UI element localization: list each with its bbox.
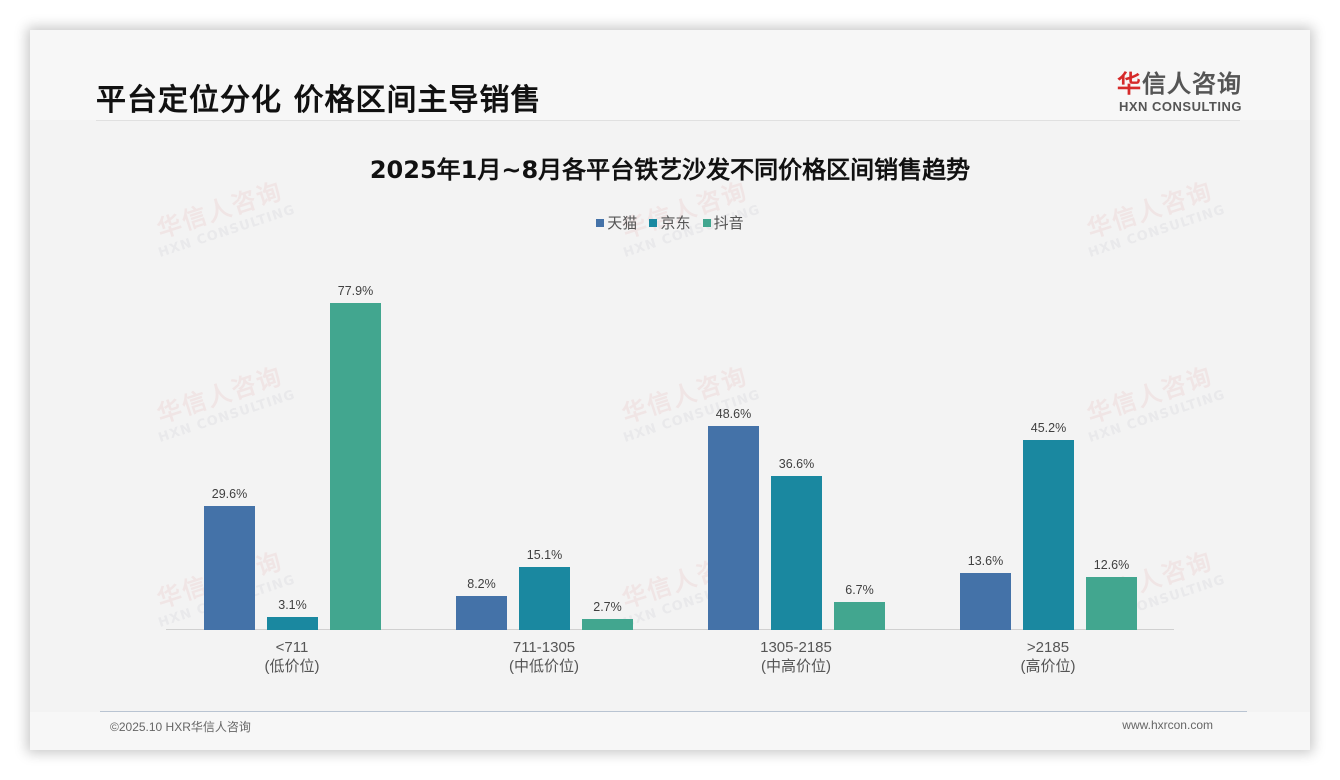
legend-swatch-icon	[649, 218, 658, 227]
bar-group: 29.6% 3.1% 77.9%	[166, 270, 418, 630]
category-tier: (中低价位)	[509, 658, 579, 675]
legend-swatch-icon	[702, 218, 711, 227]
chart-title: 2025年1月~8月各平台铁艺沙发不同价格区间销售趋势	[369, 156, 971, 184]
bar-tmall[interactable]	[708, 425, 759, 630]
x-axis-category-label: <711 (低价位)	[166, 638, 418, 676]
footer-band	[30, 712, 1310, 750]
logo-cn: 华信人咨询	[1112, 64, 1242, 99]
legend-label: 京东	[660, 215, 691, 232]
bar-jd[interactable]	[519, 566, 570, 630]
footer-divider	[100, 711, 1247, 712]
category-tier: (高价位)	[1020, 658, 1076, 675]
bar-value-label: 13.6%	[967, 553, 1004, 568]
x-axis-category-label: >2185 (高价位)	[922, 638, 1174, 676]
category-range: >2185	[1026, 639, 1070, 656]
footer-website: www.hxrcon.com	[1122, 718, 1213, 732]
title-divider	[96, 120, 1240, 121]
legend-swatch-icon	[596, 218, 605, 227]
bar-value-label: 45.2%	[1030, 421, 1067, 436]
bar-jd[interactable]	[771, 476, 822, 630]
company-logo: 华信人咨询 HXN CONSULTING	[1112, 64, 1242, 114]
bar-value-label: 77.9%	[337, 283, 374, 298]
bar-group: 13.6% 45.2% 12.6%	[922, 270, 1174, 630]
bar-group: 8.2% 15.1% 2.7%	[418, 270, 670, 630]
logo-cn-red: 华	[1117, 70, 1142, 98]
legend-label: 抖音	[713, 215, 744, 232]
bar-value-label: 3.1%	[278, 597, 307, 612]
header-band	[30, 30, 1310, 120]
bar-chart-plot: 29.6% 3.1% 77.9% 8.2% 15.1% 2.7% 48.6% 36.6% 6.7…	[166, 270, 1174, 630]
bar-tmall[interactable]	[204, 505, 255, 630]
bar-value-label: 48.6%	[715, 406, 752, 421]
bar-douyin[interactable]	[834, 601, 885, 630]
bar-jd[interactable]	[267, 616, 318, 630]
bar-value-label: 8.2%	[467, 576, 496, 591]
bar-tmall[interactable]	[960, 572, 1011, 630]
bar-value-label: 29.6%	[211, 486, 248, 501]
logo-en: HXN CONSULTING	[1118, 99, 1242, 114]
bar-douyin[interactable]	[330, 302, 381, 630]
footer-copyright: ©2025.10 HXR华信人咨询	[110, 720, 251, 734]
chart-legend: 天猫 京东 抖音	[30, 212, 1310, 233]
x-axis-category-label: 1305-2185 (中高价位)	[670, 638, 922, 676]
bar-douyin[interactable]	[1086, 577, 1137, 630]
x-axis-line	[166, 629, 1174, 630]
slide: 平台定位分化 价格区间主导销售 华信人咨询 HXN CONSULTING 华信人…	[30, 30, 1310, 750]
category-tier: (中高价位)	[761, 658, 831, 675]
bar-value-label: 12.6%	[1093, 558, 1130, 573]
legend-item-tmall[interactable]: 天猫	[596, 212, 637, 233]
category-range: 711-1305	[512, 639, 576, 656]
bar-tmall[interactable]	[456, 595, 507, 630]
category-range: 1305-2185	[760, 639, 832, 656]
page-title: 平台定位分化 价格区间主导销售	[96, 83, 542, 118]
bar-value-label: 6.7%	[845, 582, 874, 597]
legend-item-douyin[interactable]: 抖音	[702, 212, 744, 233]
category-range: <711	[275, 639, 309, 656]
bar-value-label: 2.7%	[593, 599, 622, 614]
logo-cn-rest: 信人咨询	[1142, 70, 1242, 98]
x-axis-category-label: 711-1305 (中低价位)	[418, 638, 670, 676]
legend-item-jd[interactable]: 京东	[649, 212, 691, 233]
bar-value-label: 15.1%	[526, 547, 563, 562]
bar-group: 48.6% 36.6% 6.7%	[670, 270, 922, 630]
category-tier: (低价位)	[264, 658, 320, 675]
bar-douyin[interactable]	[582, 618, 633, 630]
legend-label: 天猫	[607, 215, 638, 232]
bar-value-label: 36.6%	[778, 457, 815, 472]
bar-jd[interactable]	[1023, 440, 1074, 630]
